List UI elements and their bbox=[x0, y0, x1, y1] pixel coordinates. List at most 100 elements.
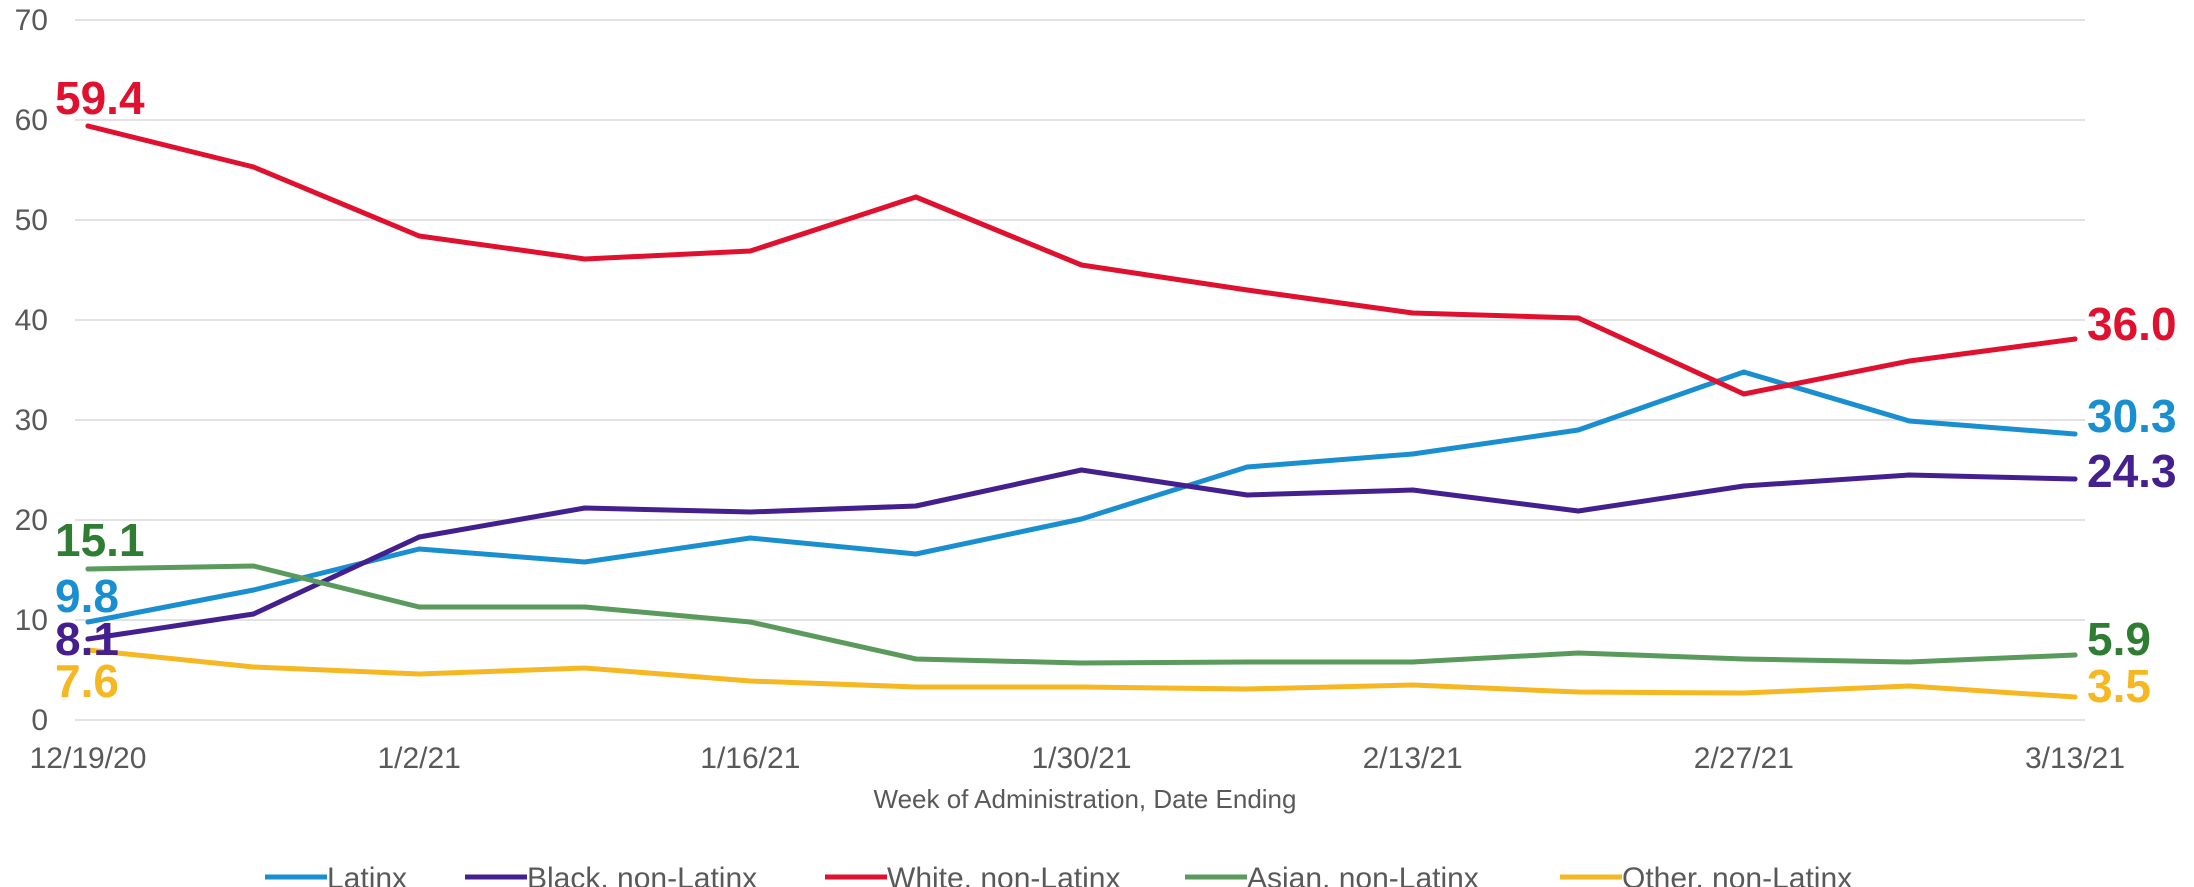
legend: Latinx Black, non-Latinx White, non-Latinx… bbox=[265, 862, 1852, 887]
start-value-label: 9.8 bbox=[55, 570, 119, 622]
data-point-black-non-latinx bbox=[1410, 487, 1416, 493]
start-value-label: 59.4 bbox=[55, 72, 145, 124]
data-point-other-non-latinx bbox=[416, 671, 422, 677]
data-point-other-non-latinx bbox=[251, 664, 257, 670]
data-point-asian-non-latinx bbox=[913, 656, 919, 662]
y-tick-label: 70 bbox=[15, 4, 48, 37]
data-point-latinx bbox=[582, 559, 588, 565]
data-point-other-non-latinx bbox=[913, 684, 919, 690]
data-point-white-non-latinx bbox=[1410, 310, 1416, 316]
x-tick-label: 3/13/21 bbox=[2025, 742, 2125, 775]
data-point-asian-non-latinx bbox=[1906, 659, 1912, 665]
start-value-label: 7.6 bbox=[55, 655, 119, 707]
data-point-asian-non-latinx bbox=[416, 604, 422, 610]
data-point-latinx bbox=[1906, 418, 1912, 424]
data-point-asian-non-latinx bbox=[251, 563, 257, 569]
data-point-latinx bbox=[1575, 427, 1581, 433]
data-point-white-non-latinx bbox=[251, 164, 257, 170]
series-line-asian-non-latinx bbox=[85, 563, 2078, 666]
data-point-other-non-latinx bbox=[1079, 684, 1084, 690]
end-value-label: 5.9 bbox=[2087, 613, 2151, 665]
end-value-label: 36.0 bbox=[2087, 298, 2177, 350]
data-point-asian-non-latinx bbox=[1410, 659, 1416, 665]
y-tick-label: 30 bbox=[15, 404, 48, 437]
y-tick-label: 10 bbox=[15, 604, 48, 637]
data-point-latinx bbox=[1741, 369, 1747, 375]
data-point-black-non-latinx bbox=[1244, 492, 1250, 498]
series-line-white-non-latinx bbox=[85, 123, 2078, 397]
data-point-black-non-latinx bbox=[582, 505, 588, 511]
legend-label: Black, non-Latinx bbox=[527, 862, 757, 887]
end-value-label: 24.3 bbox=[2087, 445, 2177, 497]
data-point-white-non-latinx bbox=[1244, 287, 1250, 293]
data-point-black-non-latinx bbox=[2072, 476, 2078, 482]
x-tick-label: 2/13/21 bbox=[1363, 742, 1463, 775]
y-tick-label: 60 bbox=[15, 104, 48, 137]
data-point-latinx bbox=[1079, 516, 1084, 522]
end-value-label: 3.5 bbox=[2087, 660, 2151, 712]
x-tick-label: 1/30/21 bbox=[1031, 742, 1131, 775]
data-point-black-non-latinx bbox=[1741, 483, 1747, 489]
data-point-latinx bbox=[913, 551, 919, 557]
series-line-other-non-latinx bbox=[85, 647, 2078, 700]
data-point-black-non-latinx bbox=[85, 636, 91, 642]
x-tick-label: 2/27/21 bbox=[1694, 742, 1794, 775]
start-value-label: 15.1 bbox=[55, 514, 145, 566]
data-point-black-non-latinx bbox=[1906, 472, 1912, 478]
data-point-other-non-latinx bbox=[1410, 682, 1416, 688]
series-lines bbox=[85, 123, 2078, 700]
data-point-other-non-latinx bbox=[1906, 683, 1912, 689]
data-point-asian-non-latinx bbox=[582, 604, 588, 610]
data-point-white-non-latinx bbox=[1741, 391, 1747, 397]
data-point-latinx bbox=[251, 587, 257, 593]
data-point-black-non-latinx bbox=[1079, 467, 1084, 473]
x-tick-label: 1/16/21 bbox=[700, 742, 800, 775]
data-point-other-non-latinx bbox=[582, 665, 588, 671]
data-point-asian-non-latinx bbox=[85, 566, 91, 572]
data-point-white-non-latinx bbox=[2072, 336, 2078, 342]
data-labels: 9.8 30.3 8.1 24.3 59.4 36.0 15.1 5.9 7.6 3.5 bbox=[55, 72, 2177, 712]
y-axis-ticks: 0 10 20 30 40 50 60 70 bbox=[15, 4, 48, 737]
legend-label: Latinx bbox=[327, 862, 407, 887]
series-line-black-non-latinx bbox=[85, 467, 2078, 642]
data-point-latinx bbox=[2072, 431, 2078, 437]
data-point-other-non-latinx bbox=[1244, 686, 1250, 692]
data-point-other-non-latinx bbox=[1575, 689, 1581, 695]
start-value-label: 8.1 bbox=[55, 613, 119, 665]
data-point-black-non-latinx bbox=[747, 509, 753, 515]
y-tick-label: 50 bbox=[15, 204, 48, 237]
data-point-other-non-latinx bbox=[1741, 690, 1747, 696]
data-point-latinx bbox=[416, 546, 422, 552]
data-point-white-non-latinx bbox=[913, 194, 919, 200]
data-point-white-non-latinx bbox=[416, 233, 422, 239]
data-point-black-non-latinx bbox=[251, 611, 257, 617]
data-point-other-non-latinx bbox=[747, 678, 753, 684]
data-point-asian-non-latinx bbox=[2072, 652, 2078, 658]
data-point-latinx bbox=[747, 535, 753, 541]
x-axis-ticks: 12/19/20 1/2/21 1/16/21 1/30/21 2/13/21 2/27/… bbox=[30, 742, 2125, 775]
data-point-black-non-latinx bbox=[1575, 508, 1581, 514]
data-point-asian-non-latinx bbox=[747, 619, 753, 625]
legend-label: White, non-Latinx bbox=[887, 862, 1120, 887]
data-point-white-non-latinx bbox=[1575, 315, 1581, 321]
data-point-white-non-latinx bbox=[747, 248, 753, 254]
data-point-white-non-latinx bbox=[85, 123, 91, 129]
x-tick-label: 1/2/21 bbox=[377, 742, 460, 775]
data-point-asian-non-latinx bbox=[1079, 660, 1084, 666]
y-tick-label: 20 bbox=[15, 504, 48, 537]
data-point-white-non-latinx bbox=[1906, 358, 1912, 364]
data-point-other-non-latinx bbox=[2072, 694, 2078, 700]
data-point-asian-non-latinx bbox=[1741, 656, 1747, 662]
x-axis-title: Week of Administration, Date Ending bbox=[874, 784, 1297, 814]
data-point-asian-non-latinx bbox=[1575, 650, 1581, 656]
series-line-latinx bbox=[85, 369, 2078, 625]
x-tick-label: 12/19/20 bbox=[30, 742, 147, 775]
data-point-black-non-latinx bbox=[913, 503, 919, 509]
data-point-black-non-latinx bbox=[416, 534, 422, 540]
legend-label: Asian, non-Latinx bbox=[1247, 862, 1479, 887]
data-point-latinx bbox=[1244, 464, 1250, 470]
data-point-latinx bbox=[85, 619, 91, 625]
data-point-latinx bbox=[1410, 451, 1416, 457]
